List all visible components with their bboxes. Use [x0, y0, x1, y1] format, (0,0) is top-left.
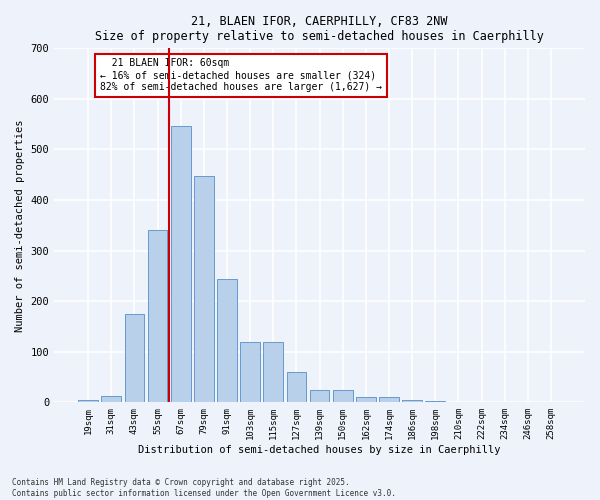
- Bar: [356, 398, 376, 402]
- X-axis label: Distribution of semi-detached houses by size in Caerphilly: Distribution of semi-detached houses by …: [139, 445, 501, 455]
- Bar: [310, 390, 329, 402]
- Bar: [101, 396, 121, 402]
- Bar: [78, 400, 98, 402]
- Bar: [379, 398, 399, 402]
- Y-axis label: Number of semi-detached properties: Number of semi-detached properties: [15, 119, 25, 332]
- Text: Contains HM Land Registry data © Crown copyright and database right 2025.
Contai: Contains HM Land Registry data © Crown c…: [12, 478, 396, 498]
- Bar: [403, 400, 422, 402]
- Bar: [263, 342, 283, 402]
- Bar: [148, 230, 167, 402]
- Bar: [241, 342, 260, 402]
- Bar: [287, 372, 306, 402]
- Bar: [125, 314, 144, 402]
- Text: 21 BLAEN IFOR: 60sqm
← 16% of semi-detached houses are smaller (324)
82% of semi: 21 BLAEN IFOR: 60sqm ← 16% of semi-detac…: [100, 58, 382, 92]
- Bar: [217, 280, 237, 402]
- Bar: [194, 176, 214, 402]
- Bar: [171, 126, 191, 402]
- Bar: [333, 390, 353, 402]
- Title: 21, BLAEN IFOR, CAERPHILLY, CF83 2NW
Size of property relative to semi-detached : 21, BLAEN IFOR, CAERPHILLY, CF83 2NW Siz…: [95, 15, 544, 43]
